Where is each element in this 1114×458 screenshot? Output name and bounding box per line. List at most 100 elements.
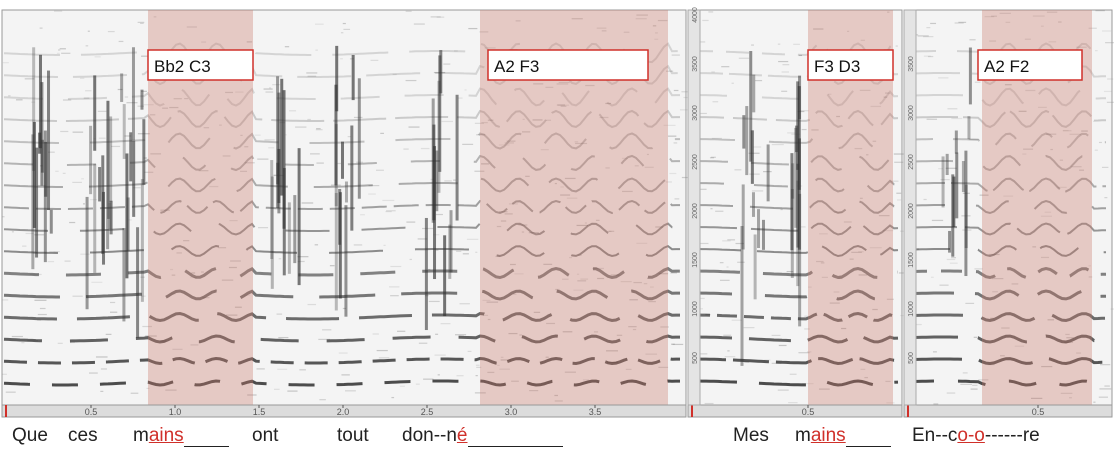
- noise: [222, 155, 231, 157]
- time-tick-label: 2.0: [337, 407, 350, 417]
- noise: [1107, 78, 1114, 80]
- noise: [443, 63, 451, 65]
- noise: [91, 281, 103, 283]
- noise: [564, 371, 576, 373]
- onset-trace: [108, 202, 112, 229]
- onset-trace: [120, 73, 124, 102]
- noise: [2, 373, 7, 375]
- noise: [764, 359, 771, 361]
- noise: [1058, 21, 1062, 23]
- noise: [954, 22, 964, 24]
- onset-trace: [797, 86, 801, 190]
- noise: [225, 314, 238, 316]
- noise: [272, 84, 281, 86]
- onset-trace: [796, 163, 800, 248]
- noise: [475, 375, 478, 377]
- noise: [1038, 106, 1047, 108]
- noise: [808, 286, 812, 288]
- noise: [368, 193, 376, 195]
- noise: [306, 72, 318, 74]
- noise: [380, 132, 384, 135]
- noise: [496, 225, 502, 228]
- noise: [482, 299, 491, 301]
- noise: [264, 139, 275, 141]
- noise: [468, 27, 478, 30]
- onset-trace: [794, 127, 798, 228]
- onset-trace: [335, 45, 339, 112]
- onset-trace: [964, 184, 968, 249]
- noise: [299, 369, 306, 371]
- noise: [221, 279, 234, 281]
- note-box: [487, 49, 649, 81]
- noise: [382, 199, 395, 202]
- harmonic: [690, 87, 899, 107]
- noise: [525, 175, 530, 177]
- noise: [972, 384, 978, 386]
- onset-trace: [968, 47, 972, 105]
- noise: [778, 60, 789, 63]
- noise: [117, 88, 123, 91]
- noise: [726, 266, 729, 268]
- noise: [94, 56, 101, 58]
- onset-trace: [129, 132, 133, 182]
- noise: [399, 385, 405, 387]
- noise: [1000, 355, 1005, 357]
- noise: [722, 240, 731, 242]
- lyric-word: tout: [337, 425, 369, 447]
- noise: [375, 169, 384, 171]
- noise: [543, 263, 553, 265]
- noise: [1003, 195, 1014, 197]
- harmonic: [3, 222, 680, 236]
- noise: [777, 389, 789, 391]
- noise: [670, 272, 678, 274]
- noise: [53, 251, 59, 253]
- noise: [341, 374, 350, 376]
- noise: [37, 313, 47, 316]
- noise: [144, 171, 154, 173]
- noise: [859, 89, 871, 91]
- noise: [484, 47, 496, 49]
- onset-trace: [142, 119, 146, 185]
- noise: [946, 258, 956, 261]
- noise: [511, 380, 519, 382]
- noise: [755, 79, 763, 82]
- noise: [244, 146, 249, 148]
- noise: [25, 232, 34, 235]
- noise: [545, 86, 554, 88]
- lyric-word: ont: [252, 425, 278, 447]
- noise: [2, 299, 9, 301]
- harmonic: [905, 87, 1107, 107]
- noise: [695, 188, 707, 190]
- noise: [24, 78, 35, 80]
- noise: [1076, 46, 1087, 48]
- time-tick-label: 1.5: [253, 407, 266, 417]
- noise: [510, 263, 516, 266]
- noise: [289, 110, 297, 112]
- noise: [97, 110, 107, 112]
- noise: [89, 372, 98, 374]
- noise: [673, 89, 679, 92]
- onset-trace: [351, 54, 355, 101]
- noise: [2, 216, 5, 218]
- onset-trace: [109, 116, 113, 203]
- noise: [898, 272, 908, 274]
- harmonic: [905, 244, 1107, 258]
- harmonic: [905, 222, 1107, 236]
- noise: [79, 77, 85, 79]
- lyric-text: ces: [68, 425, 98, 446]
- noise: [858, 251, 864, 253]
- noise: [453, 50, 458, 52]
- noise: [556, 83, 569, 85]
- noise: [931, 219, 944, 222]
- noise: [64, 260, 71, 262]
- noise: [315, 129, 323, 131]
- onset-trace: [277, 92, 281, 214]
- noise: [276, 313, 283, 315]
- noise: [1088, 27, 1097, 29]
- onset-trace: [282, 90, 286, 229]
- onset-trace: [338, 188, 342, 245]
- lyric-accent: o-o: [957, 425, 985, 446]
- lyric-underline: [183, 428, 229, 447]
- freq-tick-label: 2000: [692, 203, 699, 219]
- noise: [979, 194, 989, 196]
